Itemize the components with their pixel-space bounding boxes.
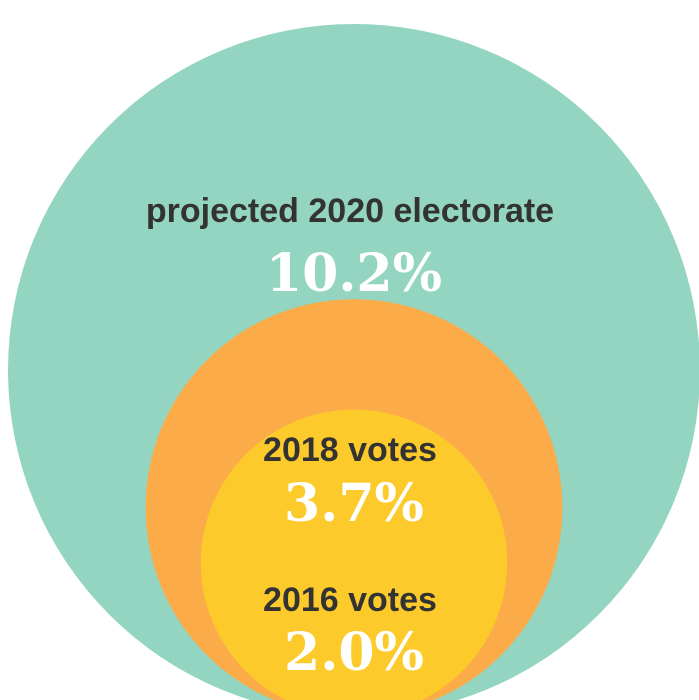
circle-value-1: 10.2% (266, 243, 442, 304)
circle-label-3: 2016 votes (263, 581, 437, 619)
circle-layer (8, 24, 699, 700)
text-layer: projected 2020 electorate 10.2% 2018 votes… (146, 192, 554, 683)
circle-label-2: 2018 votes (263, 431, 437, 469)
circle-value-3: 2.0% (284, 622, 424, 683)
circle-value-2: 3.7% (284, 473, 424, 534)
circle-label-1: projected 2020 electorate (146, 192, 554, 230)
circle-3 (200, 409, 508, 700)
